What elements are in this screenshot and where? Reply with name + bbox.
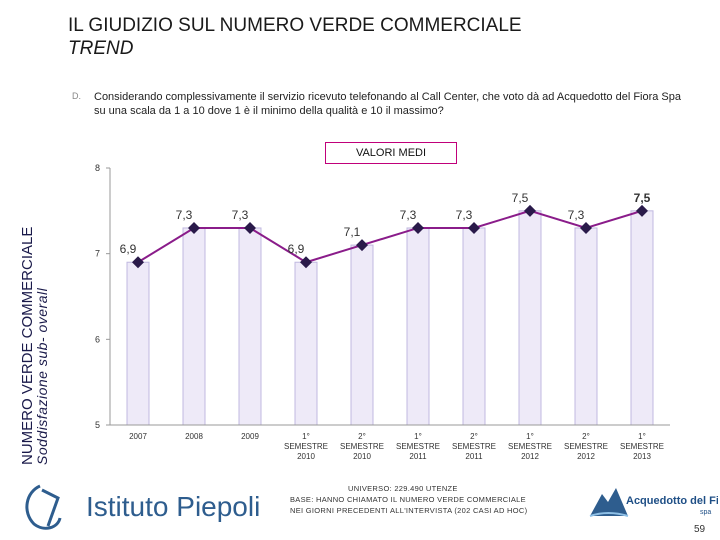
data-point <box>132 256 144 269</box>
data-point <box>300 256 312 269</box>
data-label: 6,9 <box>120 242 137 256</box>
x-tick-label: 2013 <box>633 452 651 461</box>
footnote-line2: BASE: HANNO CHIAMATO IL NUMERO VERDE COM… <box>290 495 526 504</box>
bar <box>630 210 654 426</box>
data-label: 7,5 <box>512 191 529 205</box>
x-tick-label: 2° <box>470 432 478 441</box>
data-point <box>524 204 536 217</box>
data-label: 7,1 <box>344 225 361 239</box>
data-point <box>468 221 480 234</box>
x-tick-label: 2011 <box>465 452 483 461</box>
x-tick-label: 2° <box>358 432 366 441</box>
data-label: 7,3 <box>232 208 249 222</box>
page-title: IL GIUDIZIO SUL NUMERO VERDE COMMERCIALE <box>68 15 522 36</box>
bar <box>294 261 318 426</box>
data-label: 6,9 <box>288 242 305 256</box>
x-tick-label: SEMESTRE <box>564 442 608 451</box>
side-label-line2: Soddisfazione sub- overall <box>34 287 50 465</box>
side-label: NUMERO VERDE COMMERCIALE Soddisfazione s… <box>0 0 60 470</box>
bar <box>574 227 598 426</box>
istituto-piepoli-logo: Istituto Piepoli <box>25 484 260 530</box>
trend-chart: 5 6 7 8 6,9 7,3 7,3 6,9 7,1 7,3 7,3 7,5 7,3 7,5 2007… <box>95 163 670 461</box>
logo-text: Istituto Piepoli <box>86 491 260 522</box>
x-tick-label: 1° <box>302 432 310 441</box>
x-tick-label: 2010 <box>353 452 371 461</box>
data-label: 7,3 <box>400 208 417 222</box>
x-tick-label: SEMESTRE <box>508 442 552 451</box>
bar <box>126 261 150 426</box>
x-tick-label: 2010 <box>297 452 315 461</box>
data-point <box>188 221 200 234</box>
x-tick-label: 2007 <box>129 432 147 441</box>
trend-line <box>137 209 643 264</box>
x-tick-label: 2009 <box>241 432 259 441</box>
question-text: Considerando complessivamente il servizi… <box>94 91 682 117</box>
page-number: 59 <box>694 524 706 535</box>
data-label: 7,3 <box>568 208 585 222</box>
bar <box>462 227 486 426</box>
x-tick-label: SEMESTRE <box>396 442 440 451</box>
x-tick-label: SEMESTRE <box>620 442 664 451</box>
page-subtitle: TREND <box>68 38 134 59</box>
footnote: UNIVERSO: 229.490 UTENZE BASE: HANNO CHI… <box>290 483 590 516</box>
x-tick-label: 2° <box>582 432 590 441</box>
x-tick-label: 1° <box>638 432 646 441</box>
x-tick-label: SEMESTRE <box>284 442 328 451</box>
bar <box>518 210 542 426</box>
x-tick-label: 2012 <box>521 452 539 461</box>
mountain-icon <box>590 488 628 516</box>
y-tick-label: 5 <box>95 420 100 430</box>
question-icon: D. <box>72 91 81 101</box>
x-tick-label: 2011 <box>409 452 427 461</box>
valori-medi-label: VALORI MEDI <box>325 142 457 164</box>
bar <box>182 227 206 426</box>
right-logo-text: Acquedotto del Fiora <box>626 495 718 507</box>
x-tick-label: 2008 <box>185 432 203 441</box>
y-tick-label: 8 <box>95 163 100 173</box>
x-tick-label: 1° <box>526 432 534 441</box>
x-tick-label: 1° <box>414 432 422 441</box>
x-tick-label: SEMESTRE <box>340 442 384 451</box>
acquedotto-fiora-logo: Acquedotto del Fiora spa <box>589 488 718 517</box>
data-point <box>412 221 424 234</box>
data-point <box>580 221 592 234</box>
data-point <box>356 239 368 252</box>
y-tick-label: 6 <box>95 334 100 344</box>
data-label: 7,3 <box>176 208 193 222</box>
bar <box>406 227 430 426</box>
side-label-line1: NUMERO VERDE COMMERCIALE <box>19 227 36 465</box>
footnote-line1: UNIVERSO: 229.490 UTENZE <box>348 484 458 493</box>
data-point <box>244 221 256 234</box>
x-tick-label: 2012 <box>577 452 595 461</box>
right-logo-sub: spa <box>700 509 711 516</box>
data-label: 7,5 <box>634 191 651 205</box>
data-label: 7,3 <box>456 208 473 222</box>
data-point <box>636 204 648 217</box>
x-tick-label: SEMESTRE <box>452 442 496 451</box>
bar <box>350 244 374 426</box>
y-tick-label: 7 <box>95 249 100 259</box>
bar <box>238 227 262 426</box>
footnote-line3: NEI GIORNI PRECEDENTI ALL'INTERVISTA (20… <box>290 506 528 515</box>
